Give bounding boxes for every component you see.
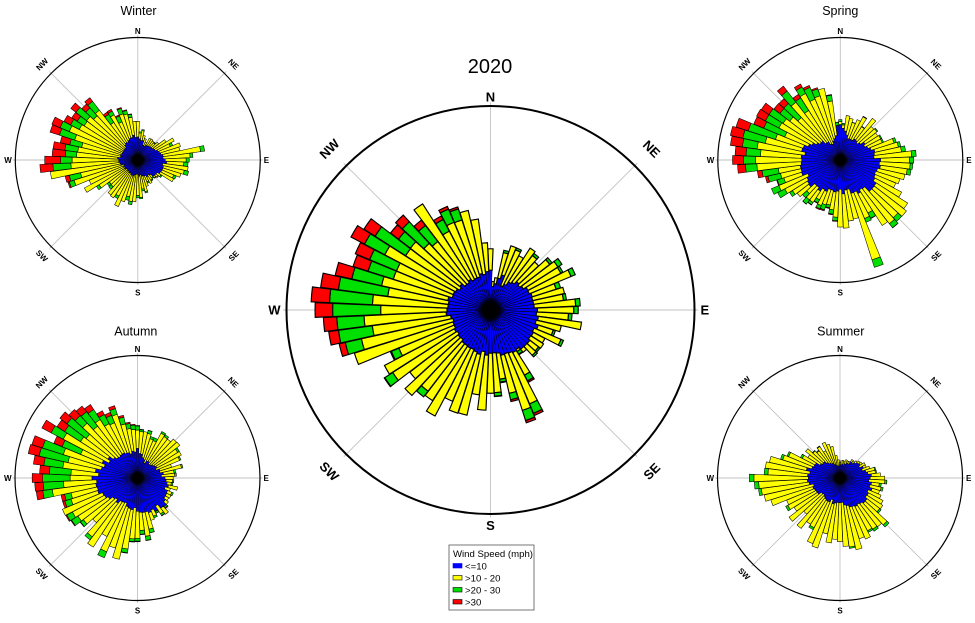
svg-text:W: W	[4, 474, 12, 483]
svg-text:<=10: <=10	[465, 562, 487, 573]
svg-text:N: N	[837, 27, 843, 36]
svg-text:E: E	[264, 156, 270, 165]
svg-text:E: E	[701, 303, 710, 318]
svg-text:W: W	[706, 474, 714, 483]
svg-text:Summer: Summer	[817, 325, 864, 339]
svg-text:S: S	[838, 289, 844, 298]
svg-text:Winter: Winter	[120, 4, 156, 18]
svg-text:2020: 2020	[468, 56, 513, 78]
svg-text:W: W	[268, 303, 281, 318]
svg-text:W: W	[4, 156, 12, 165]
svg-text:N: N	[135, 27, 141, 36]
svg-text:N: N	[837, 345, 843, 354]
svg-text:N: N	[486, 90, 495, 105]
svg-text:S: S	[837, 607, 843, 616]
svg-text:>30: >30	[465, 598, 481, 609]
svg-text:S: S	[135, 607, 141, 616]
svg-text:Autumn: Autumn	[114, 325, 157, 339]
svg-text:>20 - 30: >20 - 30	[465, 586, 500, 597]
svg-text:Spring: Spring	[822, 4, 858, 18]
svg-text:E: E	[264, 474, 270, 483]
svg-text:Wind Speed (mph): Wind Speed (mph)	[453, 549, 533, 560]
svg-text:S: S	[486, 518, 495, 533]
svg-text:S: S	[135, 289, 141, 298]
svg-text:N: N	[135, 345, 141, 354]
svg-text:E: E	[966, 474, 972, 483]
svg-text:W: W	[707, 156, 715, 165]
svg-text:E: E	[966, 156, 972, 165]
svg-text:>10 - 20: >10 - 20	[465, 574, 500, 585]
